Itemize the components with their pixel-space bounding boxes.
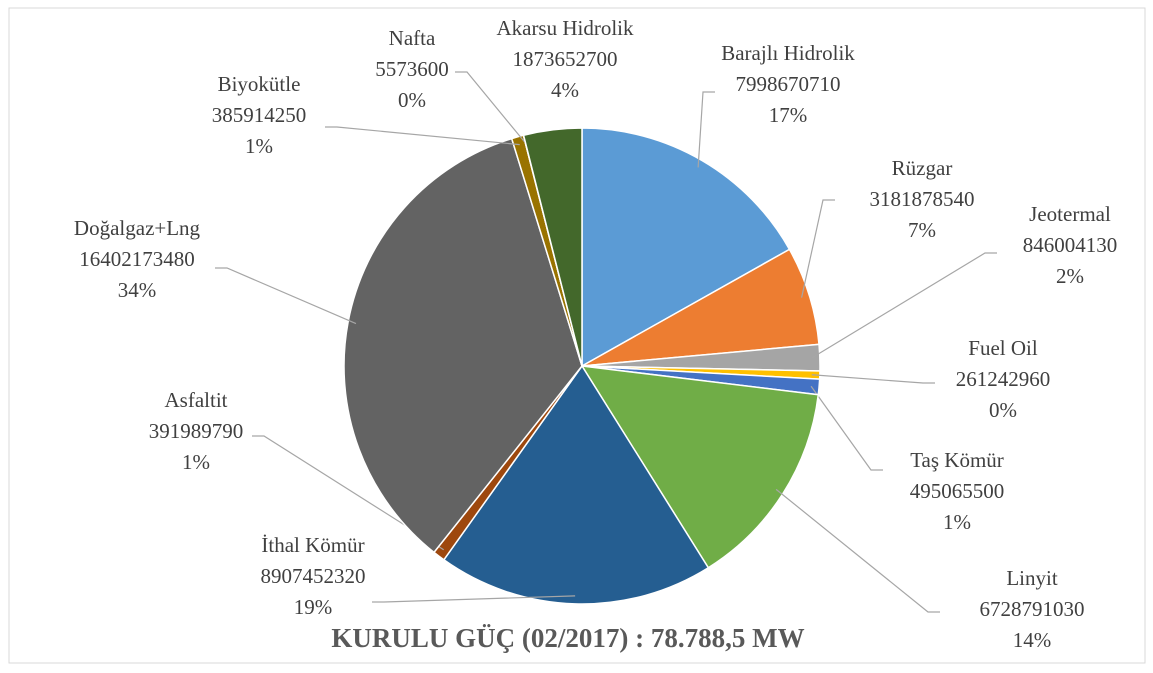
value-label: 495065500 (910, 479, 1005, 503)
leader-line (252, 435, 444, 551)
value-label: 16402173480 (79, 247, 195, 271)
chart-title: KURULU GÜÇ (02/2017) : 78.788,5 MW (331, 623, 804, 653)
category-label: Asfaltit (165, 388, 228, 412)
value-label: 6728791030 (980, 597, 1085, 621)
category-label: Jeotermal (1029, 202, 1111, 226)
category-label: İthal Kömür (261, 533, 364, 557)
value-label: 8907452320 (261, 564, 366, 588)
category-label: Taş Kömür (910, 448, 1004, 472)
leader-line (801, 199, 835, 298)
value-label: 261242960 (956, 367, 1051, 391)
value-label: 385914250 (212, 103, 307, 127)
category-label: Biyokütle (218, 72, 301, 96)
percent-label: 7% (908, 218, 936, 242)
percent-label: 14% (1013, 628, 1052, 652)
pie-slice (343, 137, 583, 554)
percent-label: 4% (551, 78, 579, 102)
leader-line (215, 267, 357, 325)
category-label: Barajlı Hidrolik (721, 41, 855, 65)
leader-line (775, 488, 940, 613)
percent-label: 34% (118, 278, 157, 302)
category-label: Nafta (389, 26, 436, 50)
percent-label: 1% (943, 510, 971, 534)
pie-slice (442, 364, 710, 605)
leader-line (811, 252, 997, 359)
category-label: Fuel Oil (968, 336, 1038, 360)
value-label: 846004130 (1023, 233, 1118, 257)
percent-label: 1% (245, 134, 273, 158)
leader-line (810, 385, 883, 471)
percent-label: 0% (398, 88, 426, 112)
leader-line (325, 126, 520, 146)
value-label: 391989790 (149, 419, 244, 443)
leader-line (455, 71, 526, 144)
category-label: Doğalgaz+Lng (74, 216, 201, 240)
pie-slice (581, 127, 791, 368)
pie-slice (522, 127, 583, 367)
percent-label: 19% (294, 595, 333, 619)
value-label: 5573600 (375, 57, 449, 81)
percent-label: 17% (769, 103, 808, 127)
leader-line (697, 91, 715, 168)
leader-line (811, 374, 935, 384)
percent-label: 0% (989, 398, 1017, 422)
category-label: Rüzgar (892, 156, 953, 180)
pie-slice (580, 365, 820, 569)
percent-label: 2% (1056, 264, 1084, 288)
value-label: 7998670710 (736, 72, 841, 96)
category-label: Akarsu Hidrolik (496, 16, 634, 40)
value-label: 3181878540 (870, 187, 975, 211)
value-label: 1873652700 (513, 47, 618, 71)
percent-label: 1% (182, 450, 210, 474)
category-label: Linyit (1006, 566, 1057, 590)
leader-line (372, 595, 576, 603)
